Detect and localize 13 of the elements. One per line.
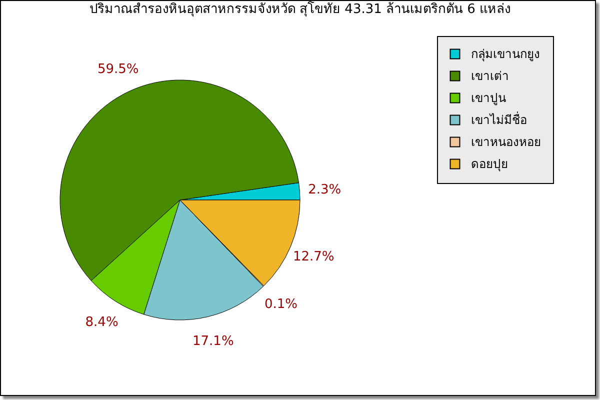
data-label: 0.1% xyxy=(264,297,298,312)
data-label: 2.3% xyxy=(308,182,342,198)
chart-title: ปริมาณสำรองหินอุตสาหกรรมจังหวัด สุโขทัย 43.31 ล้านเมตริกตัน 6 แหล่ง xyxy=(89,1,511,17)
legend-label: เขาหนองหอย xyxy=(471,135,541,149)
legend-label: ดอยปุย xyxy=(471,157,508,172)
legend-label: เขาเต่า xyxy=(471,69,509,83)
legend-label: กลุ่มเขานกยูง xyxy=(471,47,540,62)
legend-label: เขาไม่มีชื่อ xyxy=(471,111,527,127)
data-label: 59.5% xyxy=(97,62,139,77)
data-label: 12.7% xyxy=(292,249,334,264)
legend-label: เขาปูน xyxy=(471,91,506,106)
data-label: 17.1% xyxy=(192,334,234,350)
data-label: 8.4% xyxy=(85,315,118,330)
